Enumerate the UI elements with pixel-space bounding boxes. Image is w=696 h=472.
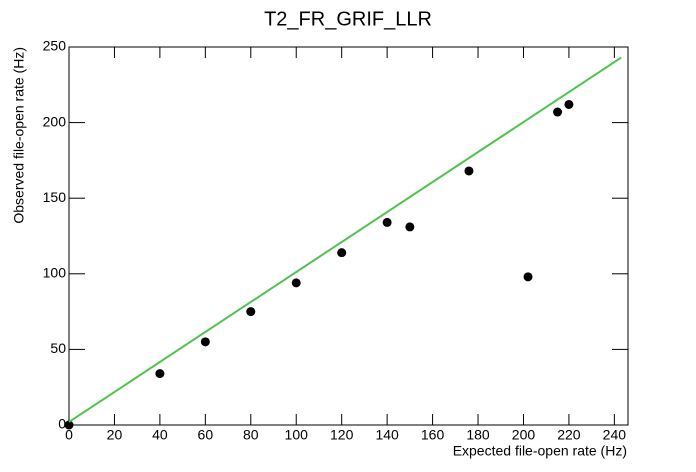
y-tick-label: 150 <box>43 189 67 205</box>
y-tick-label: 100 <box>43 265 67 281</box>
y-tick-label: 250 <box>43 38 67 54</box>
x-tick-label: 80 <box>243 427 259 443</box>
chart-title: T2_FR_GRIF_LLR <box>264 8 432 30</box>
x-tick-label: 240 <box>603 427 627 443</box>
x-tick-label: 180 <box>466 427 490 443</box>
x-tick-label: 20 <box>107 427 123 443</box>
data-point <box>291 278 301 288</box>
x-tick-label: 40 <box>152 427 168 443</box>
x-axis-label: Expected file-open rate (Hz) <box>453 443 627 459</box>
x-tick-label: 120 <box>330 427 354 443</box>
fit-line <box>68 56 622 423</box>
data-point <box>564 99 574 109</box>
data-point <box>553 107 563 117</box>
x-tick-label: 100 <box>285 427 309 443</box>
x-tick-label: 140 <box>375 427 399 443</box>
data-point <box>155 369 165 379</box>
x-tick-label: 160 <box>421 427 445 443</box>
data-point <box>246 307 256 317</box>
y-tick-label: 50 <box>50 340 66 356</box>
x-tick-label: 60 <box>198 427 214 443</box>
x-tick-label: 0 <box>65 427 73 443</box>
data-point <box>464 166 474 176</box>
y-tick-label: 0 <box>58 416 66 432</box>
data-point <box>523 272 533 282</box>
data-point <box>64 420 74 430</box>
data-point <box>405 222 415 232</box>
x-tick-label: 200 <box>512 427 536 443</box>
y-tick-label: 200 <box>43 113 67 129</box>
plot-frame <box>68 46 629 426</box>
data-point <box>382 217 392 227</box>
data-point <box>200 337 210 347</box>
y-axis-label: Observed file-open rate (Hz) <box>11 47 27 224</box>
data-point <box>337 248 347 258</box>
x-tick-label: 220 <box>557 427 581 443</box>
